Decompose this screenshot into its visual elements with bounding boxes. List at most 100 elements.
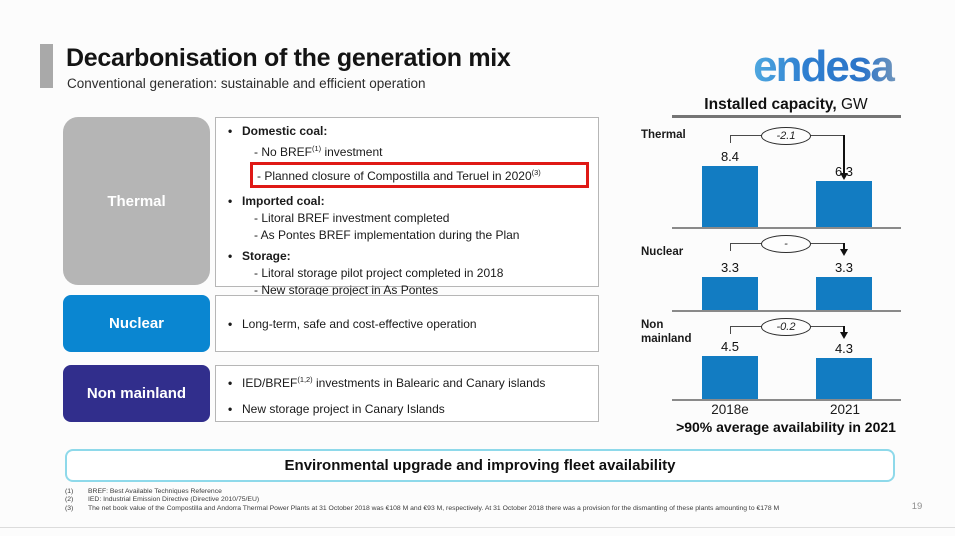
availability-note: >90% average availability in 2021 xyxy=(676,419,896,435)
content-box-non-mainland: • IED/BREF(1,2) investments in Balearic a… xyxy=(215,365,599,422)
chart-row-label: Non mainland xyxy=(641,319,692,345)
bullet-text: Domestic coal: xyxy=(242,124,328,138)
x-axis-label-2018e: 2018e xyxy=(711,402,749,417)
content-box-nuclear: • Long-term, safe and cost-effective oper… xyxy=(215,295,599,352)
bullet-text: Imported coal: xyxy=(242,194,325,208)
bar-value-label: 4.5 xyxy=(720,339,740,354)
footnote-text: The net book value of the Compostilla an… xyxy=(88,504,780,512)
banner-text: Environmental upgrade and improving flee… xyxy=(284,457,676,474)
text-run: IED/BREF xyxy=(242,375,298,390)
footnote-row: (2) IED: Industrial Emission Directive (D… xyxy=(65,496,895,504)
chart-title-bold: Installed capacity, xyxy=(704,96,837,113)
delta-arrow-line xyxy=(843,243,845,249)
environmental-banner: Environmental upgrade and improving flee… xyxy=(65,449,895,482)
bullet-line: • IED/BREF(1,2) investments in Balearic a… xyxy=(228,372,598,391)
bullet-text: Long-term, safe and cost-effective opera… xyxy=(242,316,477,331)
capacity-bar xyxy=(702,356,758,399)
bullet-icon: • xyxy=(228,249,233,263)
bullet-icon: • xyxy=(228,124,233,138)
bullet-text: - Litoral storage pilot project complete… xyxy=(254,266,504,280)
delta-arrow-head-icon xyxy=(840,173,848,180)
category-box-thermal: Thermal xyxy=(63,117,210,285)
category-label: Nuclear xyxy=(108,315,165,332)
chart-row-label: Thermal xyxy=(641,129,686,141)
category-label: Non mainland xyxy=(86,385,187,402)
capacity-bar xyxy=(816,181,872,227)
bar-value-label: 3.3 xyxy=(720,260,740,275)
slide-bottom-edge xyxy=(0,527,955,528)
chart-row-label: Nuclear xyxy=(641,246,684,258)
x-axis-label-2021: 2021 xyxy=(829,402,861,417)
footnote-text: BREF: Best Available Techniques Referenc… xyxy=(88,488,222,495)
bullet-line: • New storage project in Canary Islands xyxy=(228,402,598,417)
delta-arrow-head-icon xyxy=(840,332,848,339)
bullet-icon: • xyxy=(228,194,233,208)
chart-baseline xyxy=(672,310,901,312)
bullet-text: - No BREF(1) investment xyxy=(254,144,383,159)
bullet-line: - New storage project in As Pontes xyxy=(228,283,590,298)
category-label: Thermal xyxy=(107,192,166,210)
superscript-ref: (1,2) xyxy=(297,374,313,384)
bullet-line: • Long-term, safe and cost-effective oper… xyxy=(228,317,598,332)
bullet-text: New storage project in Canary Islands xyxy=(242,401,445,416)
delta-bracket-tick xyxy=(730,326,731,334)
delta-arrow-head-icon xyxy=(840,249,848,256)
delta-bracket-tick xyxy=(730,135,731,143)
footnote-number: (2) xyxy=(65,496,74,504)
bullet-text: - Litoral BREF investment completed xyxy=(254,211,450,225)
bullet-line: • Storage: xyxy=(228,249,590,264)
bullet-line: • Domestic coal: xyxy=(228,124,590,139)
chart-baseline xyxy=(672,399,901,401)
capacity-bar xyxy=(702,166,758,227)
bullet-icon: • xyxy=(228,401,233,416)
page-subtitle: Conventional generation: sustainable and… xyxy=(67,76,426,91)
footnote-number: (1) xyxy=(65,488,74,495)
bar-value-label: 4.3 xyxy=(834,341,854,356)
footnote-row: (3) The net book value of the Compostilla… xyxy=(65,505,895,513)
bullet-icon: • xyxy=(228,316,233,331)
footnote-text: IED: Industrial Emission Directive (Dire… xyxy=(88,496,260,504)
superscript-ref: (1) xyxy=(312,144,322,153)
bullet-text: - As Pontes BREF implementation during t… xyxy=(254,228,520,242)
endesa-logo: endesa xyxy=(733,42,913,92)
bullet-line: • Imported coal: xyxy=(228,194,590,209)
bar-value-label: 3.3 xyxy=(834,260,854,275)
content-box-thermal: • Domestic coal: - No BREF(1) investment - … xyxy=(215,117,599,297)
bullet-text: - New storage project in As Pontes xyxy=(254,283,439,297)
footnote-number: (3) xyxy=(65,504,74,512)
page-title: Decarbonisation of the generation mix xyxy=(66,44,511,72)
delta-ellipse: -2.1 xyxy=(761,127,811,145)
chart-title-unit: GW xyxy=(836,96,868,113)
text-run: - No BREF xyxy=(254,145,313,159)
superscript-ref: (3) xyxy=(531,168,541,177)
bullet-line: - Litoral BREF investment completed xyxy=(228,211,590,226)
category-box-non-mainland: Non mainland xyxy=(63,365,210,422)
category-box-nuclear: Nuclear xyxy=(63,295,210,352)
chart-baseline xyxy=(672,227,901,229)
page-number: 19 xyxy=(911,501,923,512)
capacity-bar xyxy=(816,358,872,399)
text-run: investment xyxy=(321,145,383,159)
bar-value-label: 8.4 xyxy=(720,149,740,164)
delta-arrow-line xyxy=(843,326,845,332)
delta-arrow-line xyxy=(843,135,845,173)
text-run: investments in Balearic and Canary islan… xyxy=(312,375,546,390)
title-accent-bar xyxy=(40,44,53,88)
capacity-bar xyxy=(816,277,872,310)
delta-bracket-tick xyxy=(730,243,731,251)
chart-title-underline xyxy=(672,115,901,118)
footnotes: (1) BREF: Best Available Techniques Refer… xyxy=(65,488,895,513)
bullet-line-highlighted: - Planned closure of Compostilla and Ter… xyxy=(250,162,589,188)
bullet-text: IED/BREF(1,2) investments in Balearic an… xyxy=(242,374,546,390)
bullet-icon: • xyxy=(228,375,233,390)
capacity-bar xyxy=(702,277,758,310)
bullet-line: - No BREF(1) investment xyxy=(228,141,590,160)
footnote-row: (1) BREF: Best Available Techniques Refer… xyxy=(65,488,895,496)
bullet-line: - Litoral storage pilot project complete… xyxy=(228,266,590,281)
delta-ellipse: - xyxy=(761,235,811,253)
bullet-line: - As Pontes BREF implementation during t… xyxy=(228,228,590,243)
delta-ellipse: -0.2 xyxy=(761,318,811,336)
chart-title: Installed capacity, GW xyxy=(660,96,912,114)
text-run: - Planned closure of Compostilla and Ter… xyxy=(257,169,532,183)
